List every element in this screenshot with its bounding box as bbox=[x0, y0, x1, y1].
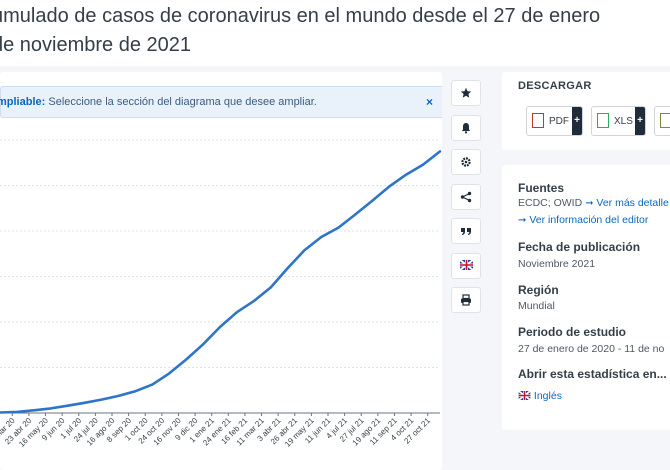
share-button[interactable] bbox=[451, 183, 481, 210]
data-point bbox=[185, 358, 187, 360]
pdf-file-icon bbox=[532, 113, 544, 128]
flag-icon bbox=[518, 390, 531, 401]
pdf-download-button[interactable]: PDF + bbox=[526, 106, 583, 136]
data-point bbox=[439, 150, 441, 152]
data-point bbox=[219, 326, 221, 328]
download-card: DESCARGAR PDF + XLS + bbox=[502, 72, 670, 150]
ppt-download-button[interactable] bbox=[654, 106, 670, 136]
title-bar: umulado de casos de coronavirus en el mu… bbox=[0, 0, 670, 66]
download-heading: DESCARGAR bbox=[518, 80, 592, 92]
data-point bbox=[134, 390, 136, 392]
bell-icon bbox=[461, 122, 471, 133]
settings-button[interactable] bbox=[451, 149, 481, 175]
print-icon bbox=[461, 294, 471, 306]
zoom-hint: mpliable: Seleccione la sección del diag… bbox=[0, 86, 442, 118]
data-point bbox=[405, 173, 407, 175]
gear-icon bbox=[461, 157, 471, 167]
sources-row: ECDC; OWID ➞ Ver más detalle bbox=[518, 197, 669, 209]
data-point bbox=[168, 372, 170, 374]
data-point bbox=[236, 311, 238, 313]
pdf-plus[interactable]: + bbox=[572, 107, 582, 135]
region-label: Región bbox=[518, 283, 559, 297]
info-card: Fuentes ECDC; OWID ➞ Ver más detalle ➞ V… bbox=[502, 165, 670, 430]
flag-icon bbox=[460, 259, 473, 270]
sources-value: ECDC; OWID bbox=[518, 197, 583, 209]
star-icon bbox=[460, 87, 472, 98]
sources-label: Fuentes bbox=[518, 181, 565, 195]
data-point bbox=[100, 398, 102, 400]
notification-button[interactable] bbox=[451, 114, 481, 141]
zoom-hint-text: Seleccione la sección del diagrama que d… bbox=[48, 96, 317, 108]
language-button[interactable] bbox=[451, 252, 481, 279]
zoom-hint-label: mpliable: bbox=[0, 96, 46, 108]
editor-row: ➞ Ver información del editor bbox=[518, 214, 648, 226]
data-point bbox=[50, 407, 52, 409]
data-point bbox=[151, 383, 153, 385]
period-label: Periodo de estudio bbox=[518, 325, 627, 339]
cite-button[interactable] bbox=[451, 218, 481, 244]
data-point bbox=[117, 395, 119, 397]
data-point bbox=[337, 226, 339, 228]
open-in-label: Abrir esta estadística en... bbox=[518, 367, 667, 381]
xls-download-button[interactable]: XLS + bbox=[591, 106, 646, 136]
data-point bbox=[33, 409, 35, 411]
data-point bbox=[354, 213, 356, 215]
data-point bbox=[83, 402, 85, 404]
print-button[interactable] bbox=[451, 287, 481, 313]
close-icon[interactable]: × bbox=[425, 95, 433, 109]
arrow-right-icon: ➞ bbox=[585, 198, 594, 209]
xls-plus[interactable]: + bbox=[635, 107, 645, 135]
data-point bbox=[270, 286, 272, 288]
data-point bbox=[303, 249, 305, 251]
publication-label: Fecha de publicación bbox=[518, 240, 641, 254]
quote-icon bbox=[461, 228, 471, 235]
ppt-file-icon bbox=[660, 113, 670, 128]
series-line bbox=[0, 150, 442, 414]
data-point bbox=[388, 185, 390, 187]
data-point bbox=[66, 405, 68, 407]
data-point bbox=[371, 200, 373, 202]
publication-value: Noviembre 2021 bbox=[518, 258, 596, 270]
data-point bbox=[286, 267, 288, 269]
xls-label: XLS bbox=[614, 116, 633, 127]
favorite-button[interactable] bbox=[451, 80, 481, 106]
editor-info-link[interactable]: Ver información del editor bbox=[529, 214, 649, 226]
xls-file-icon bbox=[597, 113, 609, 128]
open-in-english[interactable]: Inglés bbox=[518, 390, 562, 402]
pdf-label: PDF bbox=[549, 116, 569, 127]
period-value: 27 de enero de 2020 - 11 de no bbox=[518, 343, 665, 355]
data-point bbox=[422, 163, 424, 165]
data-point bbox=[253, 300, 255, 302]
english-link[interactable]: Inglés bbox=[533, 390, 562, 402]
share-icon bbox=[460, 191, 472, 202]
page-title: umulado de casos de coronavirus en el mu… bbox=[0, 5, 601, 56]
data-point bbox=[16, 411, 18, 413]
region-value: Mundial bbox=[518, 300, 555, 312]
data-point bbox=[320, 236, 322, 238]
arrow-right-icon: ➞ bbox=[518, 215, 527, 226]
chart-toolbar bbox=[451, 80, 482, 322]
data-point bbox=[202, 343, 204, 345]
sources-more-link[interactable]: Ver más detalle bbox=[596, 197, 669, 209]
